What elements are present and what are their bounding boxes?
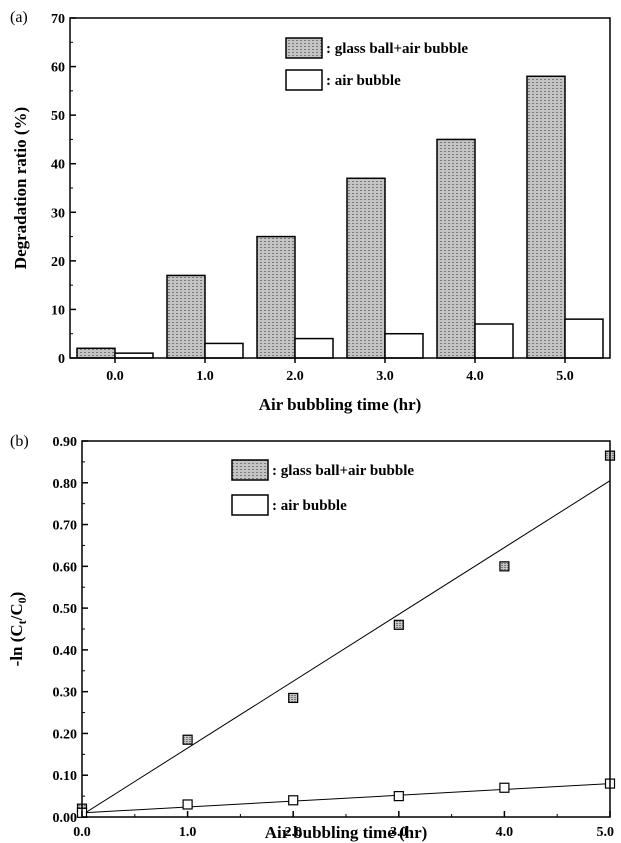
panel-b-y-title-sub-t: t: [15, 620, 29, 624]
panel-b-scatter-chart: (b) 0.000.100.200.300.400.500.600.700.80…: [7, 433, 616, 842]
b-ytick-label-8: 0.80: [53, 477, 78, 492]
point-glass-ball-2: [288, 692, 299, 704]
panel-b-y-title-sub-0: 0: [15, 597, 29, 603]
panel-b-legend: : glass ball+air bubble : air bubble: [231, 459, 414, 516]
a-ytick-label-4: 40: [51, 158, 65, 173]
bar-air-bubble-2: [294, 337, 334, 359]
panel-b-legend-label-air: : air bubble: [272, 498, 347, 514]
b-ytick-label-1: 0.10: [53, 769, 78, 784]
bar-glass-ball-0: [76, 347, 116, 359]
b-ytick-label-2: 0.20: [53, 727, 78, 742]
bar-air-bubble-3: [384, 332, 424, 359]
panel-b-label: (b): [10, 433, 29, 450]
bar-air-bubble-4: [474, 323, 514, 359]
panel-a-y-axis-title: Degradation ratio (%): [11, 107, 30, 269]
b-xtick-label-1: 1.0: [179, 825, 197, 840]
a-xtick-label-4: 4.0: [466, 369, 484, 384]
panel-b-y-title-mid: /C: [7, 603, 26, 621]
b-ytick-label-9: 0.90: [53, 435, 78, 450]
a-ytick-label-2: 20: [51, 255, 65, 270]
point-air-bubble-3: [393, 791, 404, 802]
point-air-bubble-2: [288, 795, 299, 806]
b-ytick-label-5: 0.50: [53, 602, 78, 617]
panel-a-legend-label-air: : air bubble: [326, 73, 401, 89]
b-xtick-label-2: 2.0: [284, 825, 302, 840]
point-air-bubble-1: [182, 799, 193, 810]
bar-glass-ball-5: [526, 75, 566, 359]
panel-b-y-title-end: ): [7, 592, 26, 598]
panel-b-y-title-main: -ln (C: [7, 624, 26, 666]
panel-b-legend-swatch-air: [231, 494, 269, 516]
panel-b-y-axis-title: -ln (Ct/C0): [7, 592, 29, 667]
a-xtick-label-5: 5.0: [556, 369, 574, 384]
a-xtick-label-3: 3.0: [376, 369, 394, 384]
point-air-bubble-4: [499, 782, 510, 793]
a-ytick-label-0: 0: [58, 352, 65, 367]
panel-a-legend-swatch-glass: [285, 37, 323, 59]
bar-air-bubble-1: [204, 342, 244, 359]
a-ytick-label-3: 30: [51, 206, 65, 221]
fit-line-glass-ball: [81, 480, 611, 816]
panel-a-legend-swatch-air: [285, 69, 323, 91]
a-ytick-label-6: 60: [51, 61, 65, 76]
b-ytick-label-7: 0.70: [53, 519, 78, 534]
a-xtick-label-0: 0.0: [106, 369, 124, 384]
bar-glass-ball-1: [166, 274, 206, 359]
point-glass-ball-4: [499, 561, 510, 572]
b-ytick-label-4: 0.40: [53, 644, 78, 659]
panel-b-x-axis-title: Air bubbling time (hr): [265, 823, 428, 842]
a-xtick-label-2: 2.0: [286, 369, 304, 384]
bar-air-bubble-5: [564, 318, 604, 359]
b-ytick-label-0: 0.00: [53, 811, 78, 826]
a-xtick-label-1: 1.0: [196, 369, 214, 384]
a-ytick-label-7: 70: [51, 12, 65, 27]
a-ytick-label-1: 10: [51, 303, 65, 318]
panel-b-legend-swatch-glass: [231, 459, 269, 481]
b-xtick-label-4: 4.0: [496, 825, 514, 840]
point-glass-ball-1: [182, 734, 193, 745]
fit-line-air-bubble: [81, 783, 611, 814]
bar-glass-ball-2: [256, 235, 296, 359]
b-xtick-label-5: 5.0: [597, 825, 615, 840]
b-ytick-label-3: 0.30: [53, 686, 78, 701]
point-glass-ball-3: [393, 619, 404, 630]
panel-a-bar-chart: (a) 0 10 20 30 40 50 60 70 0.0 1.0 2.0 3.0 4.0 5.0 A…: [10, 9, 611, 414]
panel-a-x-axis-title: Air bubbling time (hr): [259, 395, 422, 414]
panel-b-legend-label-glass: : glass ball+air bubble: [272, 463, 414, 479]
bar-glass-ball-3: [346, 177, 386, 359]
b-xtick-label-3: 3.0: [390, 825, 408, 840]
b-ytick-label-6: 0.60: [53, 560, 78, 575]
panel-a-legend: : glass ball+air bubble : air bubble: [285, 37, 468, 91]
panel-a-label: (a): [10, 9, 28, 26]
bar-glass-ball-4: [436, 138, 476, 359]
a-ytick-label-5: 50: [51, 109, 65, 124]
b-xtick-label-0: 0.0: [73, 825, 91, 840]
panel-a-legend-label-glass: : glass ball+air bubble: [326, 41, 468, 57]
